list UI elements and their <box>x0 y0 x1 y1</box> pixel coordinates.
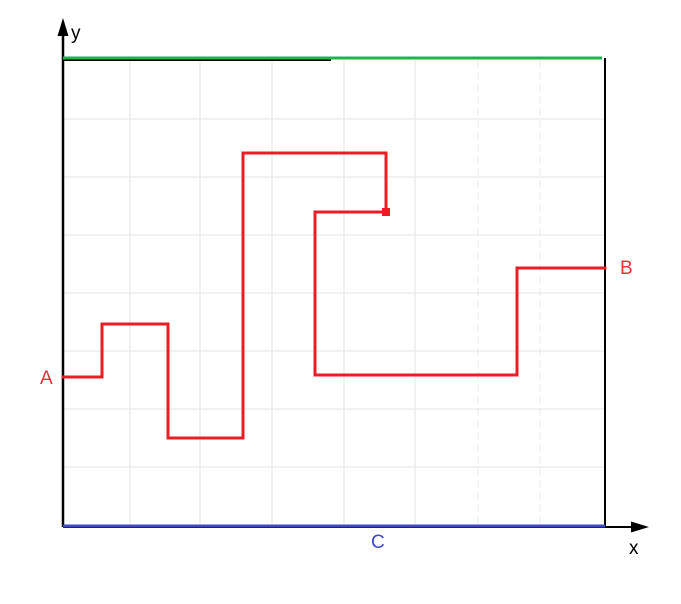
red-path <box>61 151 607 440</box>
point-c-label: C <box>371 532 385 553</box>
x-axis-label: x <box>629 538 639 559</box>
point-b-label: B <box>620 258 633 279</box>
red-path-corner-dot <box>382 208 390 216</box>
x-axis-arrowhead <box>631 521 649 533</box>
y-axis-label: y <box>71 23 81 44</box>
y-axis-arrowhead <box>57 18 69 36</box>
point-a-label: A <box>40 368 53 389</box>
